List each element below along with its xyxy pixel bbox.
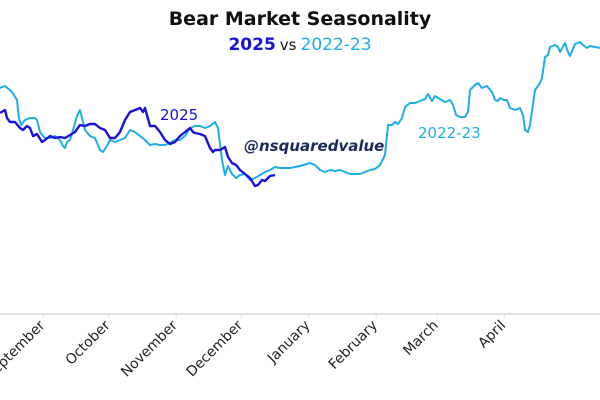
chart-title: Bear Market Seasonality: [168, 8, 432, 30]
x-tick-label: February: [326, 318, 381, 373]
series-line-2022-23: [0, 41, 600, 181]
x-tick-label: March: [400, 318, 441, 359]
series-line-2025: [0, 106, 276, 188]
subtitle-vs: vs: [279, 36, 297, 54]
x-tick-label: April: [475, 318, 509, 352]
x-tick-label: September: [0, 317, 48, 383]
label-2022-23: 2022-23: [418, 124, 481, 142]
x-tick-label: January: [264, 318, 314, 368]
x-tick-label: December: [183, 317, 246, 380]
label-2025: 2025: [160, 106, 199, 124]
x-tick-label: November: [118, 317, 181, 380]
watermark: @nsquaredvalue: [244, 137, 385, 155]
x-tick-label: October: [63, 317, 114, 368]
subtitle-2022-23: 2022-23: [300, 35, 372, 55]
chart-subtitle: 2025 vs 2022-23: [0, 35, 600, 55]
subtitle-2025: 2025: [228, 35, 276, 55]
